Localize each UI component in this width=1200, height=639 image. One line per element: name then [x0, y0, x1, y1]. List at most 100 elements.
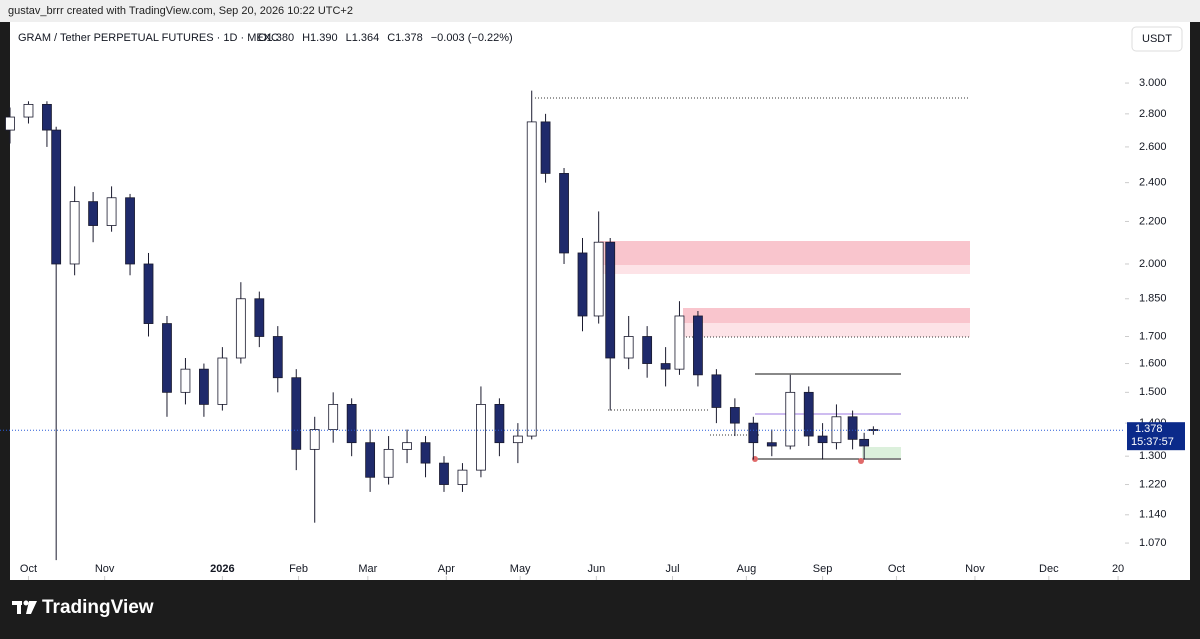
candle-body: [593, 241, 604, 317]
candle-body: [457, 469, 468, 485]
candle-body: [642, 336, 653, 364]
y-tick-label: 3.000: [1139, 77, 1167, 89]
chart-title: GRAM / Tether PERPETUAL FUTURES · 1D · M…: [18, 32, 279, 44]
x-tick-label: Mar: [358, 563, 377, 575]
candle-body: [88, 201, 99, 226]
candle-body: [711, 374, 722, 408]
candle-body: [785, 391, 796, 447]
candle-body: [125, 197, 135, 265]
x-tick-label: Dec: [1039, 563, 1059, 575]
y-tick-label: 1.850: [1139, 293, 1167, 305]
candle-body: [309, 429, 320, 450]
candle-body: [526, 121, 537, 437]
candle-body: [217, 357, 228, 405]
candle-body: [272, 336, 283, 379]
supply-zone-edge: [683, 323, 970, 337]
candle-body: [420, 442, 431, 464]
credit: gustav_brrr created with TradingView.com…: [8, 5, 353, 17]
candle-body: [693, 315, 703, 376]
candle-body: [847, 416, 858, 440]
y-tick-label: 1.700: [1139, 330, 1167, 342]
x-tick-label: Feb: [289, 563, 308, 575]
y-tick-label: 2.400: [1139, 177, 1167, 189]
y-tick-label: 2.000: [1139, 258, 1167, 270]
ohlc-value: O1.380: [258, 32, 294, 44]
y-tick-label: 1.220: [1139, 478, 1167, 490]
candle-body: [291, 377, 302, 450]
candle-body: [346, 404, 357, 444]
ohlc-value: C1.378: [387, 32, 422, 44]
candle-body: [5, 116, 15, 131]
x-tick-label: Apr: [438, 563, 455, 575]
x-tick-label: Aug: [737, 563, 757, 575]
candle-body: [235, 298, 246, 359]
candle-body: [803, 391, 814, 437]
candle-body: [729, 407, 740, 424]
top-bar: [0, 0, 1200, 22]
countdown: 15:37:57: [1131, 436, 1174, 448]
last-price-label: 1.378: [1135, 423, 1163, 435]
candle-body: [476, 404, 486, 471]
candle-body: [402, 442, 412, 450]
candle-body: [199, 368, 209, 405]
candle-body: [439, 462, 449, 485]
brand: TradingView: [42, 597, 154, 618]
candle-body: [859, 438, 870, 447]
y-tick-label: 1.300: [1139, 450, 1167, 462]
candle-body: [512, 435, 523, 444]
candle-body: [748, 422, 759, 444]
y-tick-label: 1.500: [1139, 386, 1167, 398]
demand-zone: [862, 447, 901, 458]
last-price-box: [1127, 422, 1185, 451]
candle-body: [559, 173, 569, 254]
x-tick-label: Jul: [666, 563, 680, 575]
y-tick-label: 1.140: [1139, 509, 1167, 521]
ohlc-value: −0.003 (−0.22%): [431, 32, 513, 44]
supply-zone: [600, 241, 970, 265]
candle-body: [817, 435, 828, 444]
x-tick-label: Nov: [965, 563, 985, 575]
candle-body: [69, 201, 80, 265]
candle-body: [540, 121, 551, 174]
x-tick-label: May: [510, 563, 531, 575]
candle-body: [660, 363, 671, 370]
candle-body: [254, 298, 265, 337]
candle-body: [365, 442, 376, 478]
candle-body: [674, 315, 685, 370]
candle-body: [106, 197, 117, 226]
candle-body: [831, 416, 842, 444]
y-tick-label: 2.600: [1139, 141, 1167, 153]
y-tick-label: 1.600: [1139, 357, 1167, 369]
candle-body: [605, 241, 616, 359]
candle-body: [51, 129, 62, 265]
candle-body: [328, 404, 339, 430]
x-tick-label: Oct: [888, 563, 905, 575]
y-tick-label: 2.200: [1139, 215, 1167, 227]
candle-body: [143, 263, 154, 324]
currency-button[interactable]: [1131, 26, 1183, 52]
marker: [858, 458, 864, 464]
candle-body: [180, 368, 191, 393]
x-tick-label: Jun: [587, 563, 605, 575]
candle-body: [162, 323, 172, 393]
x-tick-label: Oct: [20, 563, 37, 575]
currency-label[interactable]: USDT: [1142, 33, 1172, 45]
supply-zone: [683, 308, 970, 323]
candle-body: [383, 448, 394, 478]
y-tick-label: 2.800: [1139, 108, 1167, 120]
x-tick-label: Nov: [95, 563, 115, 575]
y-tick-label: 1.070: [1139, 537, 1167, 549]
candle-body: [577, 252, 588, 317]
ohlc-value: L1.364: [346, 32, 380, 44]
candle-body: [766, 442, 777, 447]
candle-body: [42, 103, 52, 131]
candle-body: [23, 103, 34, 118]
candle-body: [494, 404, 505, 444]
candle-body: [623, 336, 634, 359]
x-tick-label: 20: [1112, 563, 1124, 575]
supply-zone-edge: [600, 265, 970, 274]
x-tick-label: 2026: [210, 563, 234, 575]
logo: [12, 600, 37, 614]
ohlc-value: H1.390: [302, 32, 337, 44]
